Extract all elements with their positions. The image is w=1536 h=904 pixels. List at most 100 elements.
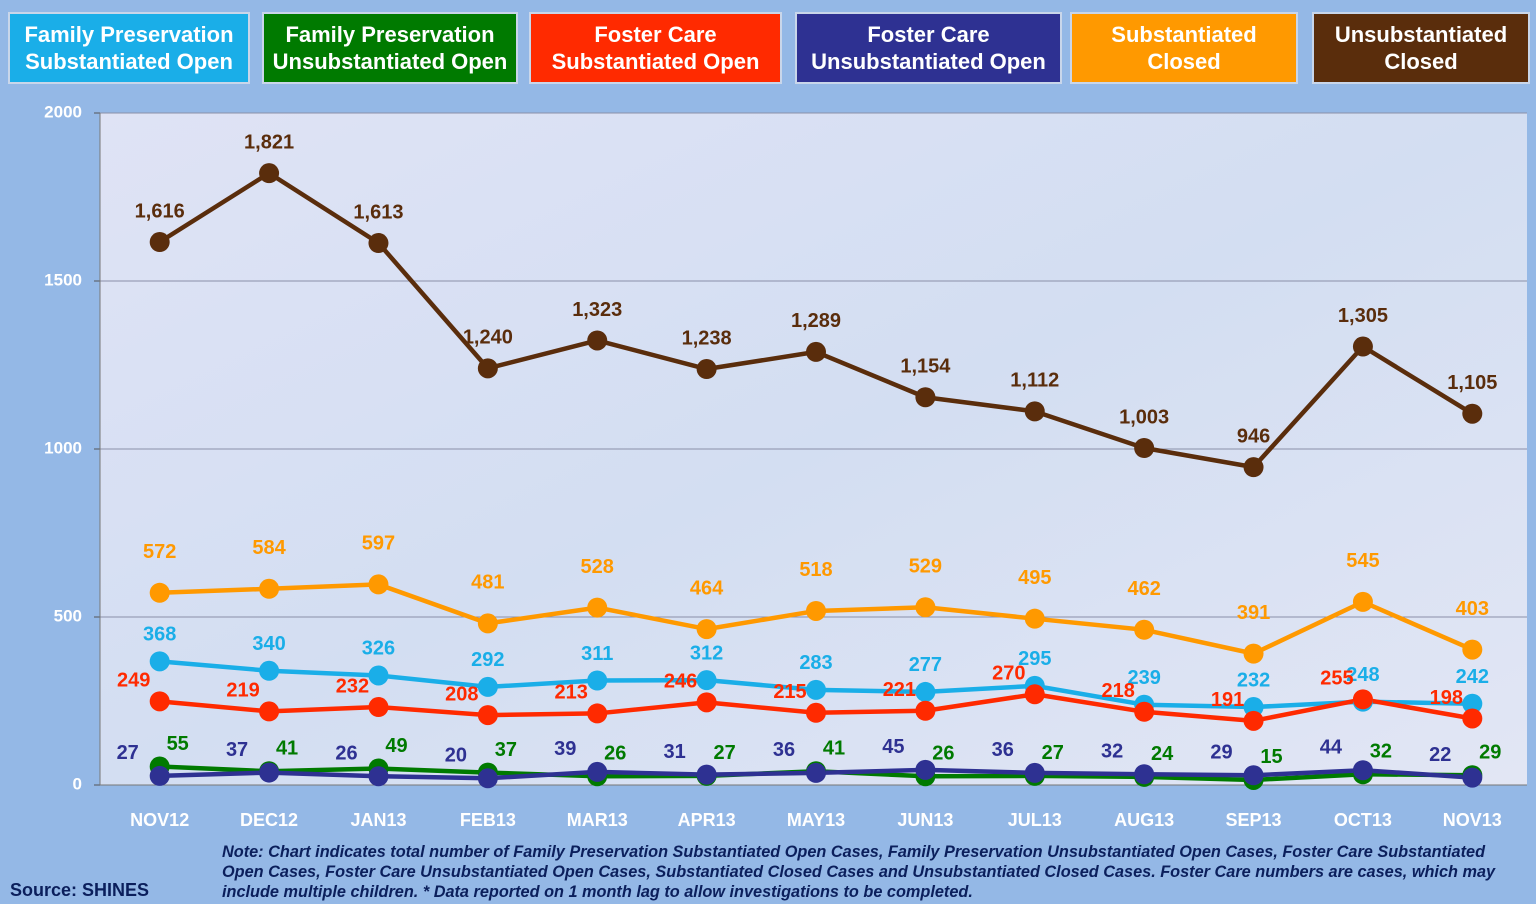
data-point xyxy=(1352,689,1373,710)
data-label: 239 xyxy=(1127,667,1160,689)
data-label: 1,154 xyxy=(900,356,951,378)
data-point xyxy=(368,574,389,595)
data-label: 191 xyxy=(1211,689,1244,711)
data-point xyxy=(149,582,170,603)
data-label: 32 xyxy=(1370,741,1392,763)
data-point xyxy=(806,762,826,783)
data-label: 462 xyxy=(1127,578,1160,600)
source: Source: SHINES xyxy=(10,880,150,900)
data-label: 198 xyxy=(1430,687,1463,709)
data-point xyxy=(696,692,717,713)
data-label: 44 xyxy=(1320,736,1343,758)
data-label: 32 xyxy=(1101,741,1123,763)
data-point xyxy=(587,703,608,724)
data-point xyxy=(915,700,936,721)
data-point xyxy=(1243,697,1264,718)
data-label: 1,323 xyxy=(572,299,622,321)
data-label: 1,305 xyxy=(1338,305,1388,327)
data-label: 232 xyxy=(1237,669,1270,691)
data-point xyxy=(915,597,936,618)
data-label: 311 xyxy=(581,643,613,665)
x-tick-label: JUL13 xyxy=(1008,810,1062,830)
data-point xyxy=(259,701,280,722)
data-point xyxy=(806,679,826,700)
data-label: 270 xyxy=(992,663,1025,685)
legend-entry: Foster Care Unsubstantiated Open xyxy=(795,12,1062,84)
data-label: 232 xyxy=(336,675,369,697)
x-tick-label: SEP13 xyxy=(1226,810,1282,830)
data-label: 213 xyxy=(555,682,588,704)
data-point xyxy=(368,665,389,686)
data-label: 1,616 xyxy=(135,200,185,222)
data-point xyxy=(1243,710,1264,731)
data-label: 495 xyxy=(1018,567,1051,589)
data-label: 1,112 xyxy=(1010,370,1059,392)
data-label: 29 xyxy=(1479,742,1501,764)
data-label: 208 xyxy=(445,683,478,705)
data-label: 39 xyxy=(554,738,576,760)
data-label: 403 xyxy=(1456,598,1489,620)
data-point xyxy=(368,233,389,254)
data-point xyxy=(259,660,280,681)
data-point xyxy=(915,681,936,702)
data-label: 464 xyxy=(690,577,724,599)
legend-entry: Foster Care Substantiated Open xyxy=(529,12,782,84)
data-label: 597 xyxy=(362,533,395,555)
data-point xyxy=(806,600,826,621)
data-point xyxy=(587,330,608,351)
data-label: 27 xyxy=(713,742,735,764)
y-tick-label: 1500 xyxy=(44,270,82,289)
data-label: 249 xyxy=(117,670,150,692)
data-point xyxy=(1024,684,1045,705)
data-point xyxy=(1243,765,1264,786)
data-label: 1,821 xyxy=(244,131,294,153)
data-label: 326 xyxy=(362,638,395,660)
data-point xyxy=(696,619,717,640)
data-label: 37 xyxy=(495,739,517,761)
data-point xyxy=(1352,760,1373,781)
data-point xyxy=(1134,437,1155,458)
data-label: 1,613 xyxy=(353,201,403,223)
data-point xyxy=(1243,643,1264,664)
data-label: 246 xyxy=(664,671,697,693)
data-label: 15 xyxy=(1260,746,1282,768)
data-point xyxy=(1462,767,1483,788)
data-point xyxy=(149,232,170,253)
data-point xyxy=(149,765,170,786)
data-point xyxy=(1462,708,1483,729)
data-label: 481 xyxy=(471,572,504,594)
data-label: 218 xyxy=(1101,680,1134,702)
data-label: 1,105 xyxy=(1447,372,1497,394)
legend-entry: Family Preservation Unsubstantiated Open xyxy=(262,12,518,84)
data-label: 219 xyxy=(226,680,259,702)
data-point xyxy=(1462,639,1483,660)
data-point xyxy=(806,341,826,362)
y-tick-label: 0 xyxy=(73,774,82,793)
data-label: 292 xyxy=(471,649,504,671)
data-point xyxy=(1462,403,1483,424)
data-label: 37 xyxy=(226,739,248,761)
data-point xyxy=(696,359,717,380)
data-label: 41 xyxy=(276,738,298,760)
data-point xyxy=(368,766,389,787)
data-label: 340 xyxy=(252,633,285,655)
data-point xyxy=(1352,336,1373,357)
data-label: 572 xyxy=(143,541,176,563)
data-point xyxy=(806,702,826,723)
data-point xyxy=(477,613,498,634)
y-tick-label: 2000 xyxy=(44,102,82,121)
data-label: 20 xyxy=(445,745,467,767)
data-label: 545 xyxy=(1346,550,1379,572)
data-point xyxy=(1134,619,1155,640)
x-tick-label: OCT13 xyxy=(1334,810,1392,830)
data-label: 283 xyxy=(799,652,832,674)
data-label: 528 xyxy=(581,556,614,578)
data-label: 391 xyxy=(1237,602,1270,624)
data-point xyxy=(915,759,936,780)
note: Note: Chart indicates total number of Fa… xyxy=(222,843,1496,901)
data-point xyxy=(915,387,936,408)
data-point xyxy=(477,358,498,379)
data-point xyxy=(477,768,498,789)
data-point xyxy=(259,762,280,783)
